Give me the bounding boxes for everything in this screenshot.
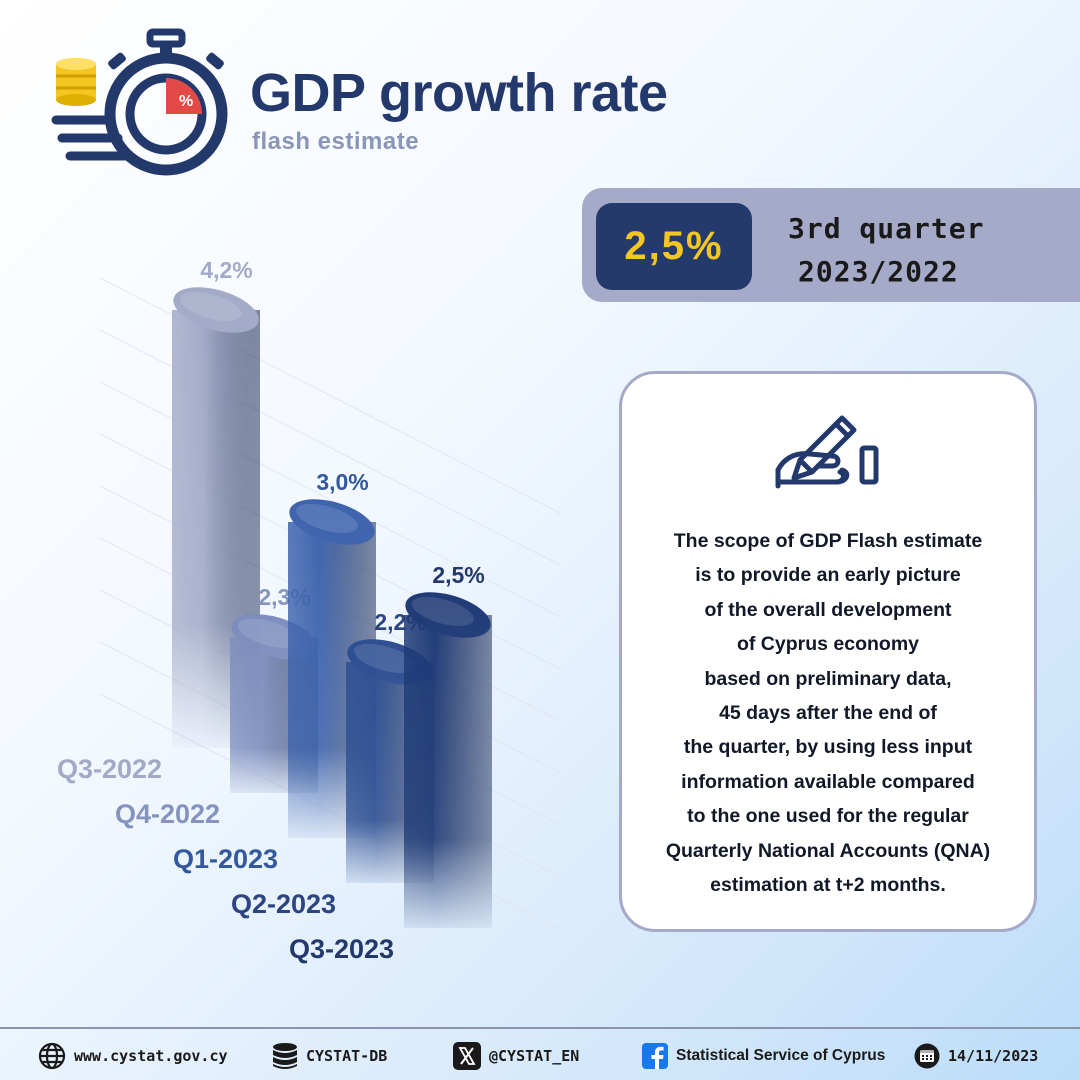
footer-date: 14/11/2023 [914, 1040, 1038, 1072]
data-label-q1-2023: 3,0% [316, 469, 368, 495]
page-title: GDP growth rate [250, 63, 668, 123]
stopwatch-icon: % [104, 28, 228, 176]
facebook-icon [642, 1043, 668, 1069]
footer-website-label: www.cystat.gov.cy [74, 1047, 228, 1065]
coins-icon [56, 58, 96, 106]
category-label-q2-2023: Q2-2023 [231, 889, 336, 919]
data-label-q3-2023: 2,5% [432, 562, 484, 588]
gdp-chart: 4,2%2,3%3,0%2,2%2,5%Q3-2022Q4-2022Q1-202… [57, 260, 561, 964]
category-label-q3-2022: Q3-2022 [57, 754, 162, 784]
percent-icon: % [179, 93, 193, 110]
globe-icon [38, 1042, 66, 1070]
page-subtitle: flash estimate [252, 128, 420, 155]
footer-facebook[interactable]: Statistical Service of Cyprus [642, 1040, 885, 1072]
footer-divider [0, 1027, 1080, 1029]
x-logo-icon [453, 1042, 481, 1070]
footer-database-label: CYSTAT-DB [306, 1047, 388, 1065]
headline-period-years: 2023/2022 [798, 255, 959, 288]
data-label-q3-2022: 4,2% [200, 260, 252, 283]
headline-value: 2,5% [596, 203, 752, 290]
footer-x-label: @CYSTAT_EN [489, 1047, 580, 1065]
footer-x-account[interactable]: @CYSTAT_EN [453, 1040, 579, 1072]
footer-website[interactable]: www.cystat.gov.cy [38, 1040, 228, 1072]
calendar-icon [914, 1043, 940, 1069]
database-icon [273, 1043, 297, 1069]
stopwatch-coins-percent-icon: % [51, 28, 228, 176]
category-label-q3-2023: Q3-2023 [289, 934, 394, 964]
footer-database[interactable]: CYSTAT-DB [272, 1040, 387, 1072]
hand-writing-icon [775, 415, 879, 489]
headline-period-quarter: 3rd quarter [788, 212, 985, 245]
category-label-q4-2022: Q4-2022 [115, 799, 220, 829]
info-card-text: The scope of GDP Flash estimate is to pr… [665, 530, 991, 897]
footer-date-label: 14/11/2023 [948, 1047, 1039, 1065]
bar-q3-2023 [404, 592, 492, 928]
category-label-q1-2023: Q1-2023 [173, 844, 278, 874]
footer-facebook-label: Statistical Service of Cyprus [676, 1047, 886, 1064]
